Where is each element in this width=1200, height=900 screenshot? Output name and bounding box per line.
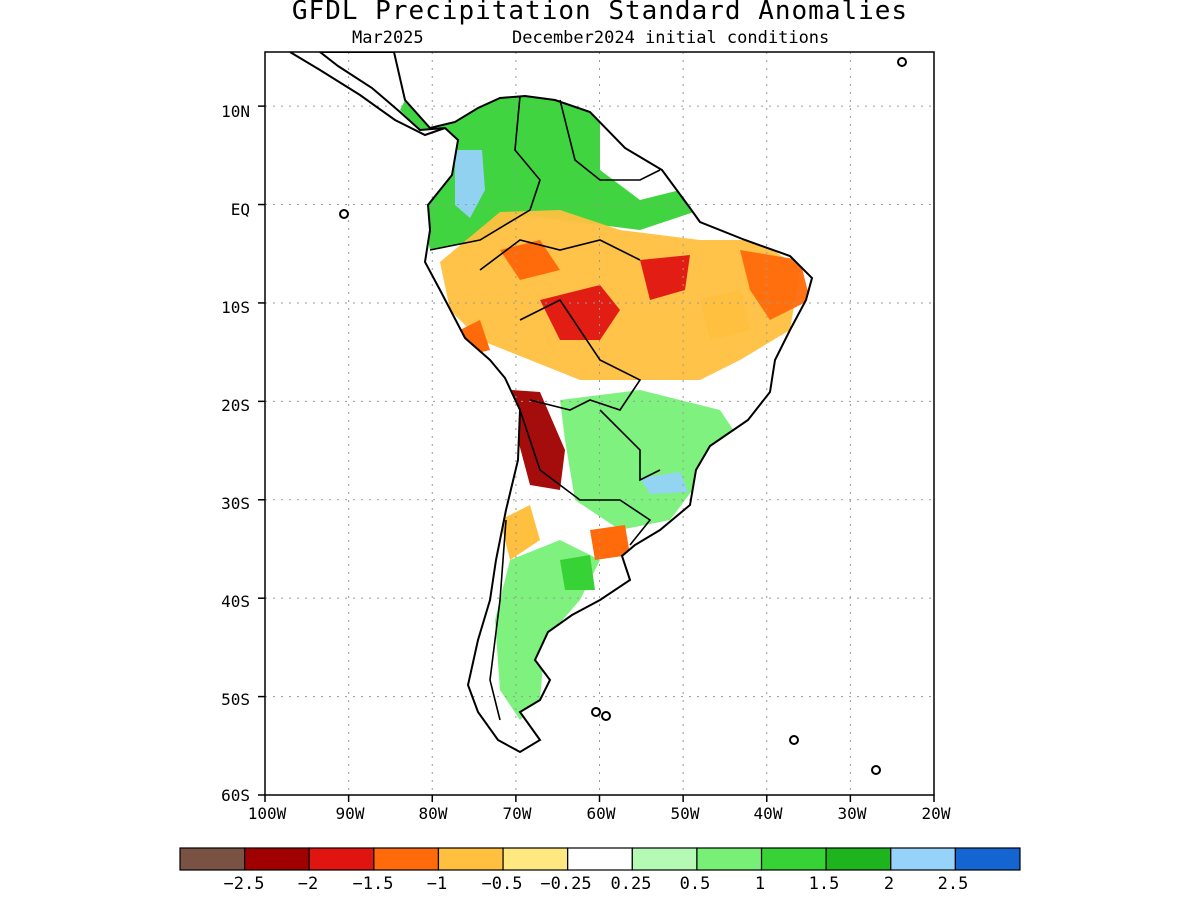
lon-label-30w: 30W xyxy=(837,804,867,823)
country-border xyxy=(519,298,642,411)
colorbar-swatch xyxy=(954,847,1021,871)
colorbar-swatch xyxy=(179,847,246,871)
lon-label-90w: 90W xyxy=(335,804,365,823)
colorbar-label: −2.5 xyxy=(223,874,265,894)
target-month: Mar2025 xyxy=(352,28,424,48)
anomaly-region-paraguay-green xyxy=(560,390,740,530)
colorbar-label: 1 xyxy=(754,874,766,894)
colorbar-swatch xyxy=(825,847,892,871)
island-outline xyxy=(897,57,907,67)
colorbar-label: 2.5 xyxy=(937,874,969,894)
country-border xyxy=(479,239,641,271)
anomaly-blob-4 xyxy=(560,555,595,590)
lon-label-50w: 50W xyxy=(670,804,700,823)
lat-label-50s: 50S xyxy=(221,690,250,709)
lat-label-20s: 20S xyxy=(221,396,250,415)
anomaly-region-colombia-blue xyxy=(455,150,485,218)
colorbar-label: 1.5 xyxy=(808,874,840,894)
colorbar-swatch xyxy=(502,847,569,871)
colorbar-swatch xyxy=(567,847,633,871)
lat-label-40s: 40S xyxy=(221,592,250,611)
lat-label-30s: 30S xyxy=(221,494,250,513)
colorbar-label: 2 xyxy=(883,874,895,894)
lat-label-60s: 60S xyxy=(221,786,250,805)
country-border xyxy=(429,95,541,251)
island-outline xyxy=(601,711,611,721)
anomaly-blob-2 xyxy=(500,505,540,560)
colorbar-label: 0.5 xyxy=(679,874,711,894)
axis-ticks xyxy=(258,105,935,802)
south-america-coastline xyxy=(318,52,814,754)
country-border xyxy=(489,519,507,721)
colorbar-label: −1 xyxy=(426,874,448,894)
anomaly-region-southern-brazil-blue xyxy=(640,472,688,494)
coastlines xyxy=(289,52,907,775)
country-border xyxy=(599,409,661,482)
lat-label-eq: EQ xyxy=(230,200,250,219)
central-america-coastline xyxy=(289,52,446,137)
colorbar-label: −0.25 xyxy=(540,874,592,894)
lon-label-60w: 60W xyxy=(586,804,616,823)
colorbar-swatch xyxy=(373,847,440,871)
island-outline xyxy=(591,707,601,717)
anomaly-region-northern-argentina-red xyxy=(512,390,565,490)
lat-label-10s: 10S xyxy=(221,298,250,317)
island-outline xyxy=(789,735,799,745)
colorbar-swatch xyxy=(631,847,698,871)
anomaly-field xyxy=(320,52,812,752)
colorbar xyxy=(179,847,1021,871)
lon-label-40w: 40W xyxy=(753,804,783,823)
lon-label-100w: 100W xyxy=(247,804,287,823)
colorbar-swatch xyxy=(760,847,827,871)
colorbar-swatch xyxy=(890,847,956,871)
colorbar-label: −1.5 xyxy=(352,874,394,894)
colorbar-swatch xyxy=(244,847,310,871)
island-outline xyxy=(339,209,349,219)
colorbar-label: −0.5 xyxy=(481,874,523,894)
anomaly-region-central-brazil-red xyxy=(540,285,620,340)
anomaly-region-northeast-brazil-orange xyxy=(740,250,810,320)
anomaly-region-bolivia-red xyxy=(640,255,690,300)
country-border xyxy=(519,409,652,546)
lon-label-20w: 20W xyxy=(921,804,951,823)
colorbar-label: 0.25 xyxy=(610,874,652,894)
map-title: GFDL Precipitation Standard Anomalies xyxy=(291,0,909,26)
colorbar-swatch xyxy=(696,847,763,871)
anomaly-blob-0 xyxy=(500,240,560,280)
initial-conditions: December2024 initial conditions xyxy=(512,28,830,48)
anomaly-shading xyxy=(320,52,812,752)
lat-label-10n: 10N xyxy=(221,102,250,121)
lon-label-70w: 70W xyxy=(502,804,532,823)
lon-label-80w: 80W xyxy=(418,804,448,823)
colorbar-label: −2 xyxy=(297,874,319,894)
island-outline xyxy=(871,765,881,775)
colorbar-swatch xyxy=(437,847,504,871)
colorbar-swatch xyxy=(308,847,375,871)
country-border xyxy=(559,99,661,181)
